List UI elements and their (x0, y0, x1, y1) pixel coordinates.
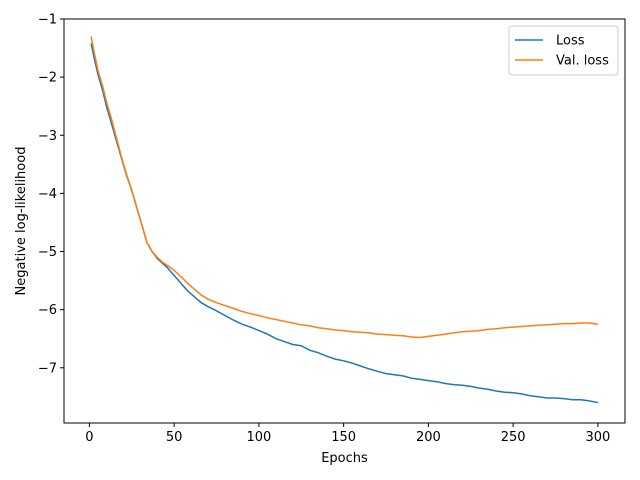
series-line-loss (90, 43, 599, 404)
x-axis: 0 50 100 150 200 250 300 (85, 423, 610, 445)
y-tick-label: −2 (38, 71, 57, 86)
x-tick-label: 0 (85, 430, 93, 445)
x-tick-label: 200 (416, 430, 441, 445)
legend-box (508, 25, 619, 76)
y-tick-label: −5 (38, 245, 57, 260)
x-tick-label: 300 (585, 430, 610, 445)
y-tick-label: −4 (38, 187, 57, 202)
y-tick-label: −1 (38, 13, 57, 28)
x-axis-label: Epochs (321, 451, 368, 466)
legend: Loss Val. loss (508, 25, 619, 76)
y-tick-label: −6 (38, 303, 57, 318)
series-line-val-loss (90, 36, 599, 339)
x-tick-label: 100 (246, 430, 271, 445)
series-lines (90, 36, 599, 404)
x-tick-label: 150 (331, 430, 356, 445)
legend-label: Loss (556, 34, 585, 49)
x-tick-label: 50 (166, 430, 183, 445)
y-tick-label: −3 (38, 129, 57, 144)
plot-area-frame (63, 18, 626, 424)
legend-label: Val. loss (556, 54, 609, 69)
x-tick-label: 250 (501, 430, 526, 445)
y-tick-label: −7 (38, 361, 57, 376)
y-axis: −7 −6 −5 −4 −3 −2 −1 (38, 13, 64, 376)
y-axis-label: Negative log-likelihood (14, 147, 29, 296)
